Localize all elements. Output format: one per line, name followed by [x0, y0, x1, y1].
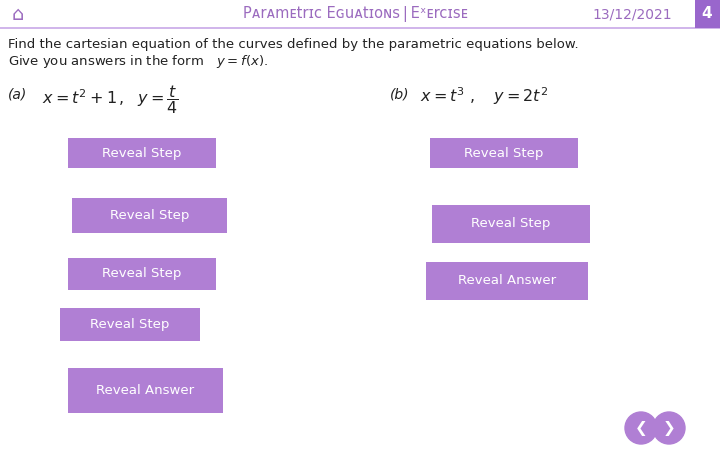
Circle shape — [625, 412, 657, 444]
Bar — [695, 0, 720, 28]
Text: (b): (b) — [390, 88, 410, 102]
Text: Reveal Step: Reveal Step — [90, 318, 170, 331]
Text: Reveal Answer: Reveal Answer — [96, 384, 194, 397]
Text: ❯: ❯ — [662, 420, 675, 436]
Text: ⌂: ⌂ — [12, 4, 24, 23]
Circle shape — [653, 412, 685, 444]
Text: Give you answers in the form $y = f(x)$.: Give you answers in the form $y = f(x)$. — [8, 53, 268, 70]
Text: $x = t^2 + 1\,,\ \ y = \dfrac{t}{4}$: $x = t^2 + 1\,,\ \ y = \dfrac{t}{4}$ — [42, 83, 179, 116]
Text: Pᴀrᴀmᴇtrɪc Eɢuᴀtɪᴏɴs | Eˣᴇrcɪsᴇ: Pᴀrᴀmᴇtrɪc Eɢuᴀtɪᴏɴs | Eˣᴇrcɪsᴇ — [243, 6, 467, 22]
Text: Reveal Step: Reveal Step — [102, 267, 181, 280]
FancyBboxPatch shape — [68, 258, 216, 290]
FancyBboxPatch shape — [426, 262, 588, 300]
Text: 4: 4 — [702, 6, 712, 22]
Text: Reveal Answer: Reveal Answer — [458, 274, 556, 288]
Text: $x = t^3\ ,\quad y = 2t^2$: $x = t^3\ ,\quad y = 2t^2$ — [420, 85, 548, 107]
Text: 13/12/2021: 13/12/2021 — [592, 7, 672, 21]
Text: (a): (a) — [8, 88, 27, 102]
Text: Reveal Step: Reveal Step — [464, 147, 544, 159]
FancyBboxPatch shape — [68, 138, 216, 168]
FancyBboxPatch shape — [430, 138, 578, 168]
FancyBboxPatch shape — [432, 205, 590, 243]
Text: Reveal Step: Reveal Step — [102, 147, 181, 159]
Text: ❮: ❮ — [634, 420, 647, 436]
FancyBboxPatch shape — [68, 368, 223, 413]
Bar — [0, 0, 720, 28]
FancyBboxPatch shape — [72, 198, 227, 233]
Text: Reveal Step: Reveal Step — [472, 217, 551, 230]
Text: Reveal Step: Reveal Step — [110, 209, 189, 222]
Text: Find the cartesian equation of the curves defined by the parametric equations be: Find the cartesian equation of the curve… — [8, 38, 579, 51]
FancyBboxPatch shape — [60, 308, 200, 341]
